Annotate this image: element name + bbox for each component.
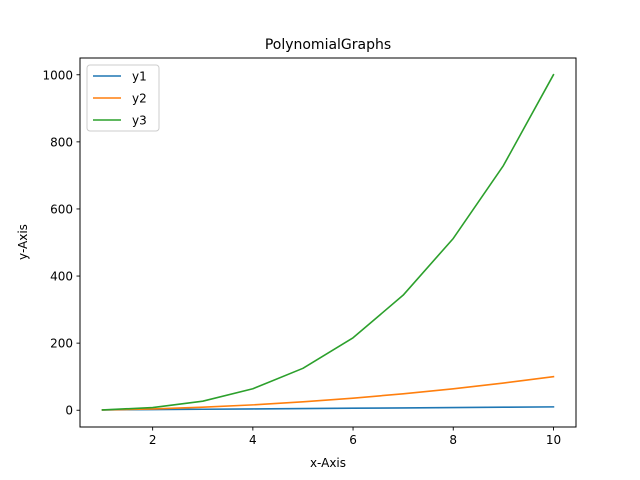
x-tick-label: 8	[449, 433, 457, 447]
y-tick-label: 1000	[42, 68, 73, 82]
legend-box	[86, 64, 160, 132]
y-tick-label: 400	[50, 270, 73, 284]
series-line-y2	[101, 375, 555, 411]
legend-label-y2: y2	[132, 92, 147, 106]
y-axis-ticks: 0 200 400 600 800 1000	[42, 68, 80, 418]
y-tick-label: 200	[50, 337, 73, 351]
x-tick-label: 6	[349, 433, 357, 447]
y-axis-label: y-Axis	[16, 224, 30, 260]
x-tick-label: 2	[149, 433, 157, 447]
chart-title: PolynomialGraphs	[265, 37, 391, 53]
legend-entries: y1 y2 y3	[93, 70, 147, 128]
x-axis-label: x-Axis	[310, 456, 346, 470]
y-tick-label: 800	[50, 135, 73, 149]
x-tick-label: 4	[249, 433, 257, 447]
plot-frame	[79, 57, 577, 428]
y-tick-label: 600	[50, 202, 73, 216]
series-line-y3	[101, 73, 555, 411]
x-tick-label: 10	[546, 433, 561, 447]
series-line-y1	[101, 406, 555, 411]
x-axis-ticks: 2 4 6 8 10	[149, 427, 561, 447]
legend-label-y1: y1	[132, 70, 147, 84]
legend: y1 y2 y3	[86, 64, 160, 132]
plot-lines	[101, 73, 555, 411]
legend-label-y3: y3	[132, 114, 147, 128]
y-tick-label: 0	[65, 404, 73, 418]
